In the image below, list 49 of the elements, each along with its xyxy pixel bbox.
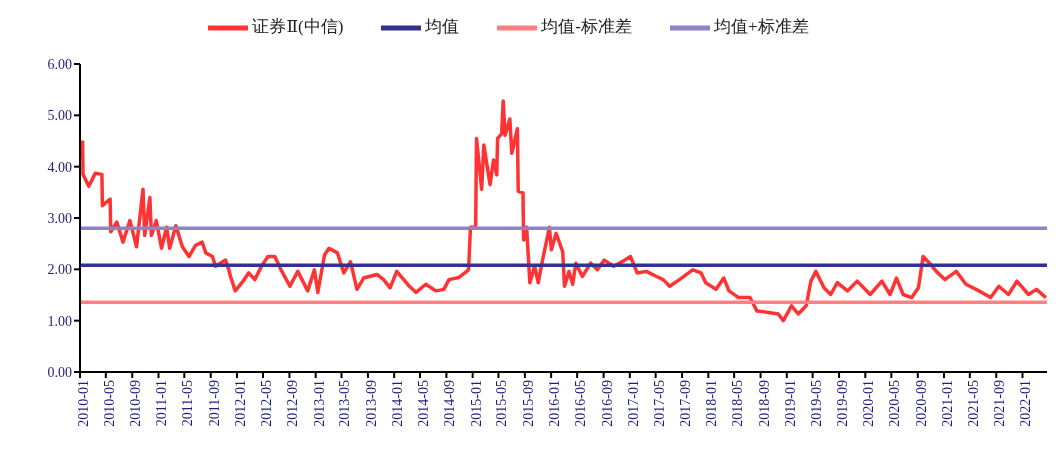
y-tick-label: 3.00 [47,210,72,226]
x-tick-label: 2016-05 [573,380,589,427]
x-tick-label: 2020-05 [887,380,903,427]
x-tick-label: 2022-01 [1018,380,1034,427]
x-tick-label: 2018-05 [730,380,746,427]
x-tick-label: 2018-09 [756,380,772,427]
x-tick-label: 2011-01 [154,380,170,427]
x-tick-label: 2020-09 [913,380,929,427]
x-tick-label: 2021-05 [965,380,981,427]
legend-label: 均值+标准差 [713,16,809,36]
y-tick-label: 4.00 [47,159,72,175]
x-tick-label: 2016-09 [599,380,615,427]
x-tick-label: 2012-01 [232,380,248,427]
x-tick-label: 2017-01 [625,380,641,427]
x-tick-label: 2015-05 [494,380,510,427]
x-tick-label: 2014-01 [390,380,406,427]
x-tick-label: 2021-01 [939,380,955,427]
x-tick-label: 2021-09 [992,380,1008,427]
x-tick-label: 2020-01 [861,380,877,427]
x-tick-label: 2011-05 [180,380,196,427]
x-tick-label: 2010-05 [101,380,117,427]
y-tick-label: 5.00 [47,108,72,124]
x-tick-label: 2013-09 [363,380,379,427]
legend-label: 均值-标准差 [541,16,632,36]
x-tick-label: 2017-05 [651,380,667,427]
x-tick-label: 2019-01 [782,380,798,427]
y-tick-label: 0.00 [47,364,72,380]
y-tick-label: 6.00 [47,56,72,72]
x-tick-label: 2015-01 [468,380,484,427]
x-tick-label: 2013-01 [311,380,327,427]
x-tick-label: 2013-05 [337,380,353,427]
y-tick-label: 1.00 [47,313,72,329]
x-tick-label: 2010-09 [128,380,144,427]
x-tick-label: 2017-09 [678,380,694,427]
x-tick-label: 2018-01 [704,380,720,427]
x-tick-label: 2019-05 [808,380,824,427]
legend-label: 证券Ⅱ(中信) [252,16,344,36]
x-tick-label: 2010-01 [75,380,91,427]
legend-label: 均值 [425,16,460,36]
x-tick-label: 2016-01 [547,380,563,427]
x-tick-label: 2012-09 [285,380,301,427]
x-tick-label: 2012-05 [258,380,274,427]
x-tick-label: 2014-05 [415,380,431,427]
x-tick-label: 2011-09 [206,380,222,427]
line-series [80,99,1047,323]
x-tick-label: 2014-09 [442,380,458,427]
x-tick-label: 2019-09 [835,380,850,427]
y-tick-label: 2.00 [47,262,72,278]
x-tick-label: 2015-09 [520,380,536,427]
